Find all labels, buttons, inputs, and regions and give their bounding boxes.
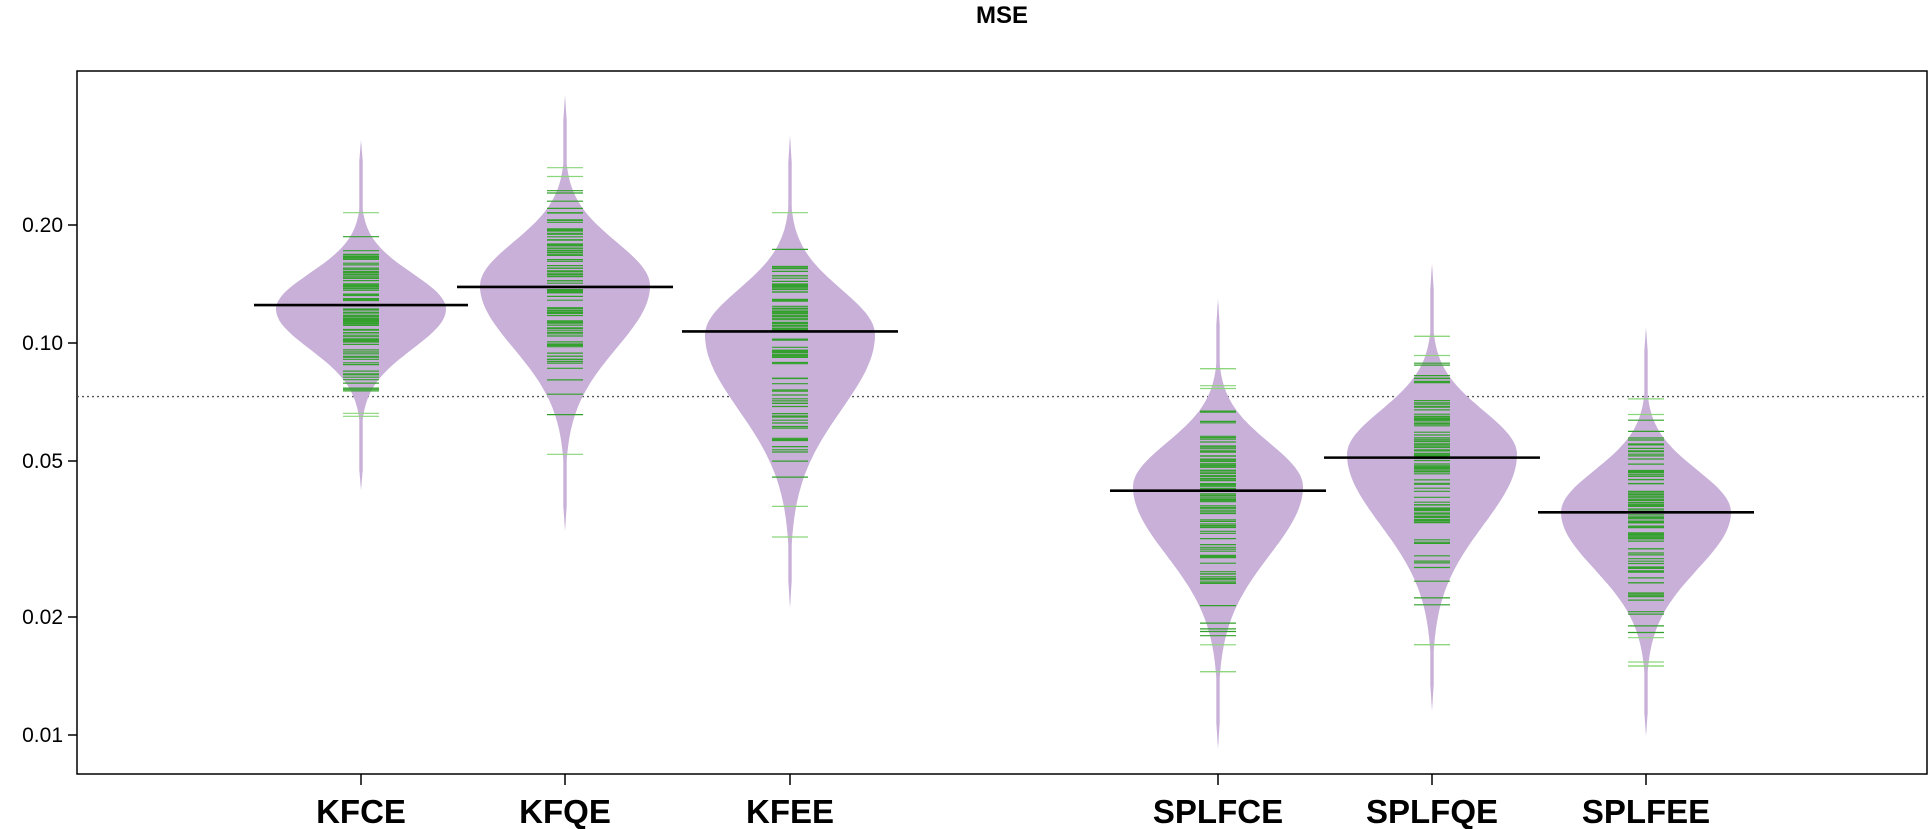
- y-tick-label: 0.01: [22, 724, 63, 747]
- beans: [254, 94, 1754, 750]
- y-tick-label: 0.02: [22, 606, 63, 629]
- y-tick-label: 0.10: [22, 332, 63, 355]
- bean-lines-kfce: [343, 212, 379, 417]
- bean-shape-kfee: [705, 134, 875, 609]
- x-tick-label-splfce: SPLFCE: [1153, 793, 1283, 829]
- y-axis: 0.01 0.02 0.05 0.10 0.20: [22, 214, 77, 747]
- x-tick-label-splfee: SPLFEE: [1582, 793, 1710, 829]
- plot-frame: [76, 70, 1928, 775]
- y-tick-label: 0.20: [22, 214, 63, 237]
- x-tick-label-kfee: KFEE: [746, 793, 834, 829]
- x-tick-label-kfqe: KFQE: [519, 793, 611, 829]
- x-axis: KFCE KFQE KFEE SPLFCE SPLFQE SPLFEE: [316, 774, 1710, 829]
- x-tick-label-splfqe: SPLFQE: [1366, 793, 1498, 829]
- bean-lines-splfee: [1628, 398, 1664, 667]
- bean-lines-kfqe: [547, 167, 583, 455]
- chart-title: MSE: [976, 2, 1028, 29]
- bean-lines-splfqe: [1414, 335, 1450, 646]
- y-tick-label: 0.05: [22, 450, 63, 473]
- bean-shape-splfqe: [1347, 263, 1517, 712]
- bean-shape-splfee: [1561, 326, 1731, 737]
- x-tick-label-kfce: KFCE: [316, 793, 406, 829]
